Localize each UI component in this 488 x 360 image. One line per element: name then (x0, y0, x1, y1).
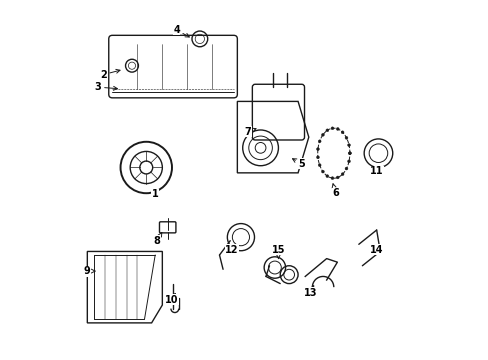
Text: 13: 13 (303, 285, 317, 297)
Circle shape (325, 175, 328, 177)
Text: 14: 14 (369, 245, 383, 255)
Circle shape (316, 148, 319, 150)
Circle shape (341, 173, 344, 176)
Text: 8: 8 (153, 233, 162, 246)
Circle shape (316, 156, 319, 159)
Text: 9: 9 (84, 266, 95, 276)
Circle shape (341, 131, 344, 134)
Circle shape (325, 129, 328, 132)
Text: 10: 10 (164, 293, 178, 305)
Circle shape (318, 164, 321, 167)
Text: 6: 6 (331, 184, 338, 198)
Text: 5: 5 (292, 159, 305, 169)
Text: 2: 2 (100, 69, 120, 80)
Circle shape (321, 170, 324, 173)
Circle shape (345, 136, 347, 139)
Circle shape (330, 177, 333, 180)
Circle shape (321, 134, 324, 136)
Text: 1: 1 (151, 189, 158, 199)
Circle shape (345, 167, 347, 170)
Text: 4: 4 (173, 25, 189, 37)
Text: 7: 7 (244, 127, 256, 137)
Circle shape (330, 127, 333, 130)
Circle shape (347, 144, 350, 147)
Text: 3: 3 (95, 82, 117, 92)
Circle shape (348, 152, 350, 155)
Circle shape (336, 127, 339, 130)
Text: 12: 12 (225, 245, 238, 255)
Text: 11: 11 (369, 166, 383, 176)
Text: 15: 15 (271, 245, 285, 258)
Circle shape (347, 160, 350, 163)
Circle shape (348, 152, 350, 155)
Circle shape (318, 140, 321, 143)
Circle shape (336, 176, 339, 179)
